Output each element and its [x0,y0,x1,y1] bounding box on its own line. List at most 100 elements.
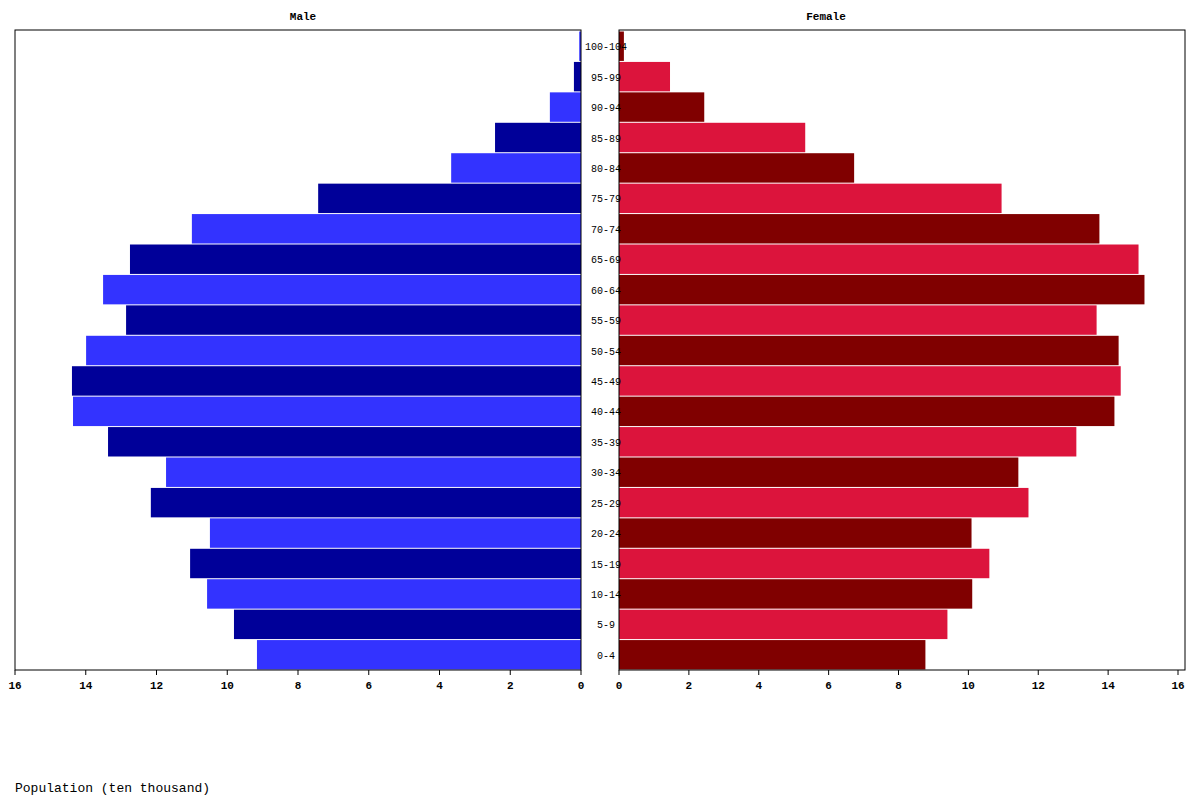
tick [227,670,228,675]
category-label: 75-79 [591,194,621,205]
bar [619,366,1121,395]
category-label: 70-74 [591,225,621,236]
bar [619,397,1114,426]
tick [758,670,759,675]
category-label: 85-89 [591,134,621,145]
bar [192,214,581,243]
bar [108,427,581,456]
bar [619,184,1002,213]
tick [85,670,86,675]
tick-label: 10 [962,680,975,692]
bar [130,245,581,274]
tick [298,670,299,675]
bar [495,123,581,152]
bar [86,336,581,365]
tick-label: 0 [578,680,585,692]
category-label: 80-84 [591,164,621,175]
tick-label: 6 [365,680,372,692]
tick-label: 2 [507,680,514,692]
tick-label: 6 [825,680,832,692]
tick-label: 4 [436,680,443,692]
category-label: 5-9 [597,620,615,631]
tick [439,670,440,675]
tick [828,670,829,675]
category-label: 35-39 [591,438,621,449]
tick-label: 16 [1171,680,1184,692]
tick [898,670,899,675]
bar [318,184,581,213]
tick-label: 0 [616,680,623,692]
tick-label: 14 [79,680,93,692]
tick [688,670,689,675]
tick-label: 4 [755,680,762,692]
bar [73,397,581,426]
bar [619,518,972,547]
bars [619,32,1144,670]
bar [451,153,581,182]
tick-label: 16 [8,680,21,692]
bar [619,123,805,152]
tick-label: 10 [221,680,234,692]
bar [550,92,581,121]
tick-label: 12 [1032,680,1045,692]
bar [210,518,581,547]
category-label: 55-59 [591,316,621,327]
bar [619,549,989,578]
chart: Male 0 2 4 6 8 10 12 14 16 Female 0 2 4 6 8 10 12 14 16 0-4 5… [0,0,1200,800]
bar [126,305,581,334]
category-label: 50-54 [591,347,621,358]
category-label: 20-24 [591,529,621,540]
bar [257,640,581,669]
tick-label: 2 [686,680,693,692]
panel-title: Male [290,11,317,23]
tick [510,670,511,675]
bar [619,92,704,121]
tick-label: 14 [1102,680,1116,692]
bar [190,549,581,578]
category-label: 40-44 [591,407,621,418]
bar [619,153,854,182]
category-label: 60-64 [591,286,621,297]
category-label: 10-14 [591,590,621,601]
tick [1108,670,1109,675]
bar [72,366,581,395]
bar [619,336,1119,365]
category-label: 30-34 [591,468,621,479]
bar [234,610,581,639]
tick [1178,670,1179,675]
bar [619,305,1097,334]
category-label: 15-19 [591,560,621,571]
bar [619,427,1076,456]
bar [619,62,670,91]
bar [151,488,581,517]
tick [156,670,157,675]
bar [619,214,1099,243]
tick [968,670,969,675]
tick [368,670,369,675]
frame [619,30,1185,670]
tick-label: 12 [150,680,163,692]
category-label: 45-49 [591,377,621,388]
tick [15,670,16,675]
tick [1038,670,1039,675]
bar [166,458,581,487]
bar [207,579,581,608]
bars [72,32,581,670]
category-label: 95-99 [591,73,621,84]
axis-label: Population (ten thousand) [15,781,210,796]
tick [581,670,582,675]
tick-label: 8 [295,680,302,692]
tick-label: 8 [895,680,902,692]
category-label: 0-4 [597,651,615,662]
frame [15,30,581,670]
category-label: 90-94 [591,103,621,114]
bar [619,640,925,669]
bar [103,275,581,304]
bar [619,579,972,608]
category-label: 100-104 [585,42,627,53]
panel-title: Female [806,11,846,23]
bar [619,610,947,639]
category-label: 25-29 [591,499,621,510]
bar [619,458,1018,487]
tick [619,670,620,675]
